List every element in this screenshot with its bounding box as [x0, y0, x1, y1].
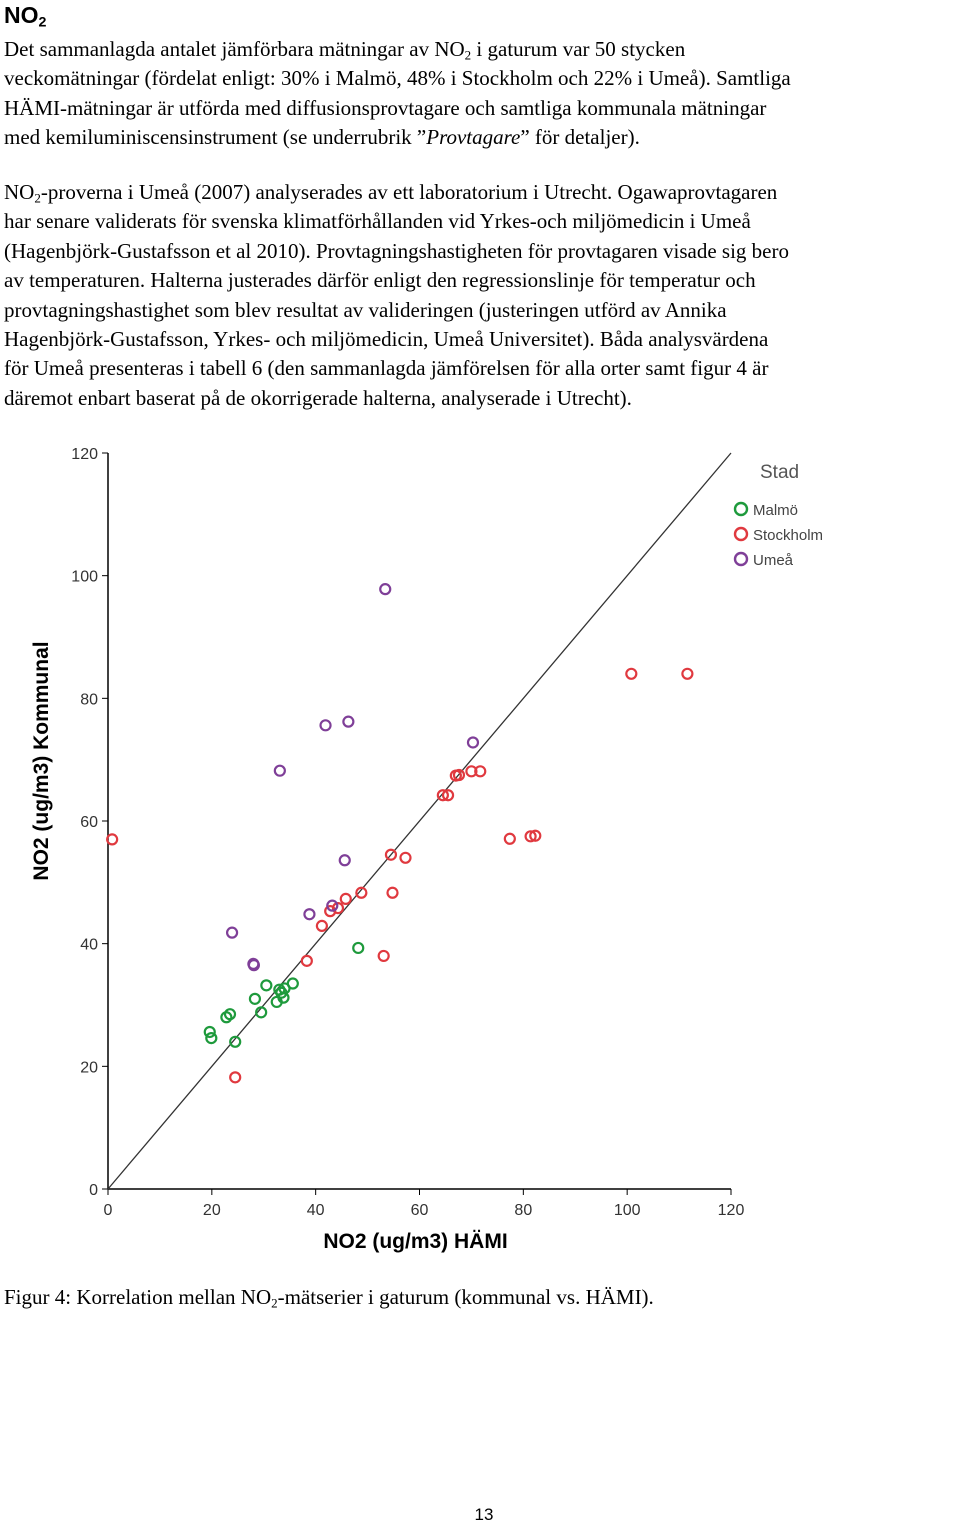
series-stockholm [106, 667, 694, 1084]
data-point [203, 1025, 216, 1039]
data-point [229, 1035, 242, 1048]
data-point [524, 830, 537, 843]
y-tick-label: 20 [80, 1059, 98, 1076]
legend-label: Stockholm [753, 527, 823, 544]
x-tick-label: 120 [718, 1202, 745, 1219]
series-umeå [225, 583, 480, 972]
data-point [384, 848, 398, 861]
y-tick-label: 60 [80, 814, 98, 831]
data-point [377, 949, 390, 963]
data-point [436, 789, 449, 802]
data-point [303, 908, 316, 921]
x-tick-label: 60 [411, 1202, 429, 1219]
data-point [352, 941, 365, 955]
legend-marker [733, 526, 749, 542]
p1-subscript: 2 [464, 47, 472, 63]
data-point [399, 851, 412, 864]
p1-rest-post: ” för detaljer). [520, 125, 640, 150]
data-point [300, 954, 313, 967]
scatter-chart: 0 20 40 60 80 100 120 0 20 40 60 80 100 120 NO2 (ug/m… [30, 446, 823, 1253]
figure-caption: Figur 4: Korrelation mellan NO2-mätserie… [4, 1282, 654, 1312]
reference-line [107, 452, 732, 1190]
data-point [255, 1006, 268, 1019]
x-tick-label: 40 [307, 1202, 325, 1219]
data-point [326, 899, 339, 912]
legend: Stad Malmö Stockholm Umeå [733, 462, 823, 569]
data-point [465, 765, 478, 778]
p2-pre: NO [4, 180, 35, 204]
data-point [205, 1032, 218, 1045]
legend-marker [733, 551, 749, 567]
heading-subscript: 2 [38, 14, 47, 31]
section-heading: NO2 [4, 0, 46, 30]
data-point [452, 768, 466, 782]
data-point [342, 715, 355, 728]
data-point [319, 719, 332, 732]
heading-text: NO [4, 2, 39, 28]
data-point [339, 892, 352, 905]
data-point [260, 979, 273, 992]
series-malmö [203, 941, 365, 1048]
x-axis-title: NO2 (ug/m3) HÄMI [323, 1230, 507, 1253]
data-point [503, 832, 516, 845]
y-tick-label: 0 [89, 1182, 98, 1199]
p2-body: -proverna i Umeå (2007) analyserades av … [4, 180, 789, 410]
data-point [229, 1071, 242, 1084]
data-point [529, 829, 542, 842]
p2-subscript: 2 [34, 190, 41, 206]
p1-line1-post: i gaturum var 50 stycken [471, 37, 686, 61]
p1-rest-pre: veckomätningar (fördelat enligt: 30% i M… [4, 66, 791, 150]
data-point [286, 977, 299, 990]
caption-pre: Figur 4: Korrelation mellan NO [4, 1285, 272, 1309]
data-point [331, 901, 345, 915]
p1-italic-term: Provtagare [426, 125, 521, 150]
y-axis-title: NO2 (ug/m3) Kommunal [30, 641, 53, 880]
data-point [441, 789, 455, 802]
legend-marker [733, 501, 749, 517]
x-tick-label: 0 [104, 1202, 113, 1219]
data-point [273, 764, 286, 777]
p1-line1-pre: Det sammanlagda antalet jämförbara mätni… [4, 37, 465, 61]
y-tick-label: 120 [71, 446, 98, 463]
y-tick-label: 100 [71, 569, 98, 586]
data-point [106, 833, 119, 846]
data-point [355, 886, 368, 899]
data-point [338, 854, 351, 867]
data-point [681, 667, 694, 680]
caption-post: -mätserier i gaturum (kommunal vs. HÄMI)… [277, 1285, 654, 1309]
data-point [247, 959, 260, 972]
data-point [225, 926, 239, 939]
data-point [379, 583, 392, 596]
paragraph-measurements: Det sammanlagda antalet jämförbara mätni… [4, 35, 960, 153]
y-tick-label: 40 [80, 937, 98, 954]
data-point [315, 919, 328, 932]
data-point [386, 886, 399, 899]
legend-label: Malmö [753, 502, 798, 519]
data-point [223, 1008, 237, 1021]
legend-title: Stad [760, 462, 799, 483]
data-point [466, 736, 480, 749]
x-tick-label: 100 [614, 1202, 641, 1219]
x-tick-label: 20 [203, 1202, 221, 1219]
data-point [625, 667, 638, 680]
data-point [248, 992, 262, 1005]
paragraph-umea: NO2-proverna i Umeå (2007) analyserades … [4, 178, 960, 413]
data-point [474, 765, 487, 778]
page-number: 13 [474, 1505, 494, 1524]
legend-label: Umeå [753, 552, 794, 569]
caption-subscript: 2 [271, 1295, 278, 1311]
y-tick-label: 80 [80, 691, 98, 708]
x-tick-label: 80 [514, 1202, 532, 1219]
